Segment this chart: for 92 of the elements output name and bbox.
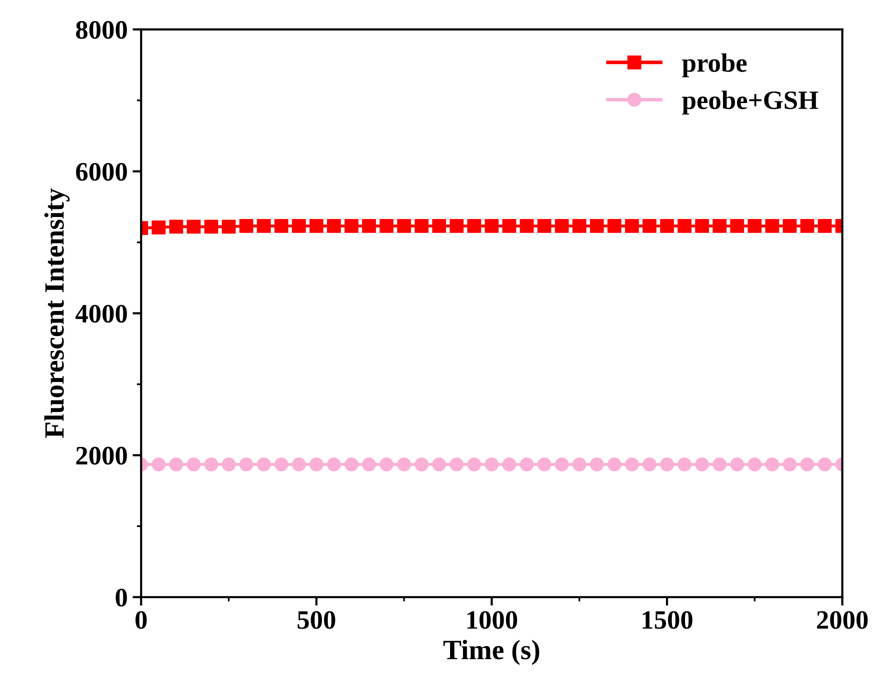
- point: [292, 219, 306, 233]
- point: [169, 457, 184, 472]
- point: [607, 457, 622, 472]
- point: [484, 219, 499, 233]
- point: [432, 457, 446, 472]
- point: [204, 457, 218, 472]
- y-tick-label: 8000: [76, 21, 127, 39]
- y-tick-label: 4000: [76, 304, 127, 323]
- point: [660, 457, 674, 472]
- point: [152, 220, 166, 234]
- point: [309, 219, 324, 233]
- point: [625, 457, 639, 472]
- point: [765, 457, 780, 472]
- legend-label: probe: [682, 53, 747, 78]
- point: [239, 219, 254, 233]
- x-tick-label: 1000: [467, 611, 518, 629]
- point: [765, 219, 780, 233]
- point: [572, 219, 586, 233]
- x-tick-label: 500: [298, 611, 336, 629]
- x-tick-label: 2000: [817, 611, 868, 629]
- point: [642, 219, 656, 233]
- y-tick-label: 2000: [76, 446, 127, 465]
- point: [397, 219, 412, 233]
- point: [414, 457, 429, 472]
- point: [274, 219, 288, 233]
- x-axis-title: Time (s): [443, 640, 540, 666]
- point: [414, 219, 429, 233]
- point: [590, 219, 604, 233]
- point: [642, 457, 656, 472]
- point: [502, 457, 516, 472]
- point: [467, 457, 482, 472]
- point: [625, 219, 639, 233]
- point: [502, 219, 516, 233]
- point: [362, 219, 376, 233]
- point: [380, 219, 394, 233]
- point: [222, 220, 236, 234]
- point: [660, 219, 674, 233]
- point: [362, 457, 376, 472]
- point: [607, 219, 622, 233]
- point: [712, 219, 727, 233]
- x-tick-label: 1500: [642, 611, 692, 629]
- point: [292, 457, 306, 472]
- point: [818, 219, 832, 233]
- point: [730, 219, 744, 233]
- point: [695, 219, 710, 233]
- point: [520, 219, 534, 233]
- point: [309, 457, 324, 472]
- point: [432, 219, 446, 233]
- point: [222, 457, 236, 472]
- point: [467, 219, 482, 233]
- point: [204, 220, 218, 234]
- point: [554, 457, 569, 472]
- point: [695, 457, 710, 472]
- point: [520, 457, 534, 472]
- y-axis-title: Fluorescent Intensity: [44, 188, 70, 438]
- point: [712, 457, 727, 472]
- point: [397, 457, 412, 472]
- point: [186, 220, 201, 234]
- point: [800, 457, 814, 472]
- point: [152, 457, 166, 472]
- point: [748, 219, 762, 233]
- point: [256, 457, 271, 472]
- point: [678, 219, 692, 233]
- point: [554, 219, 569, 233]
- point: [327, 219, 341, 233]
- x-tick-label: 0: [136, 611, 147, 629]
- y-tick-label: 0: [116, 588, 127, 607]
- point: [590, 457, 604, 472]
- point: [818, 457, 832, 472]
- point: [572, 457, 586, 472]
- point: [537, 457, 552, 472]
- point: [450, 457, 464, 472]
- point: [239, 457, 254, 472]
- point: [537, 219, 552, 233]
- point: [380, 457, 394, 472]
- point: [782, 457, 797, 472]
- point: [450, 219, 464, 233]
- point: [186, 457, 201, 472]
- point: [344, 219, 358, 233]
- point: [800, 219, 814, 233]
- point: [256, 219, 271, 233]
- point: [678, 457, 692, 472]
- point: [730, 457, 744, 472]
- point: [344, 457, 358, 472]
- y-tick-label: 6000: [76, 162, 127, 181]
- point: [169, 220, 184, 234]
- point: [274, 457, 288, 472]
- point: [484, 457, 499, 472]
- point: [327, 457, 341, 472]
- point: [782, 219, 797, 233]
- point: [748, 457, 762, 472]
- legend-label: peobe+GSH: [682, 90, 818, 115]
